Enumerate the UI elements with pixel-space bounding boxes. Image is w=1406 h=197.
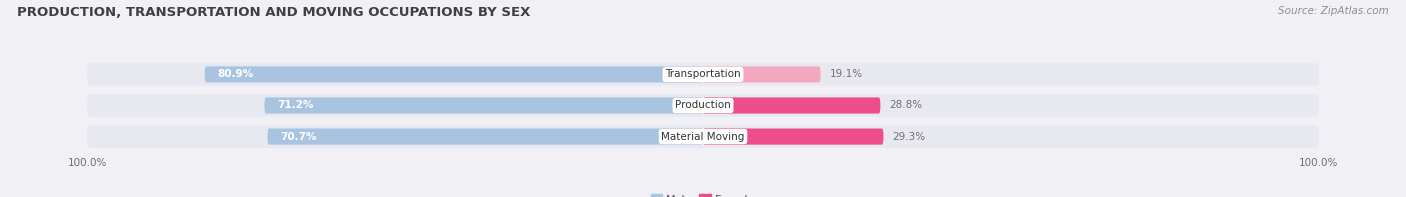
- Text: 28.8%: 28.8%: [890, 100, 922, 111]
- Text: Transportation: Transportation: [665, 69, 741, 79]
- Text: 19.1%: 19.1%: [830, 69, 863, 79]
- FancyBboxPatch shape: [87, 63, 1319, 86]
- Text: 70.7%: 70.7%: [280, 132, 316, 142]
- Text: 71.2%: 71.2%: [277, 100, 314, 111]
- FancyBboxPatch shape: [205, 66, 703, 83]
- Text: 29.3%: 29.3%: [893, 132, 925, 142]
- FancyBboxPatch shape: [87, 94, 1319, 117]
- FancyBboxPatch shape: [267, 128, 703, 145]
- Text: PRODUCTION, TRANSPORTATION AND MOVING OCCUPATIONS BY SEX: PRODUCTION, TRANSPORTATION AND MOVING OC…: [17, 6, 530, 19]
- Text: 80.9%: 80.9%: [217, 69, 253, 79]
- FancyBboxPatch shape: [264, 98, 703, 114]
- Text: Source: ZipAtlas.com: Source: ZipAtlas.com: [1278, 6, 1389, 16]
- FancyBboxPatch shape: [87, 125, 1319, 148]
- FancyBboxPatch shape: [703, 128, 883, 145]
- Text: Production: Production: [675, 100, 731, 111]
- FancyBboxPatch shape: [703, 66, 821, 83]
- FancyBboxPatch shape: [703, 98, 880, 114]
- Legend: Male, Female: Male, Female: [647, 190, 759, 197]
- Text: Material Moving: Material Moving: [661, 132, 745, 142]
